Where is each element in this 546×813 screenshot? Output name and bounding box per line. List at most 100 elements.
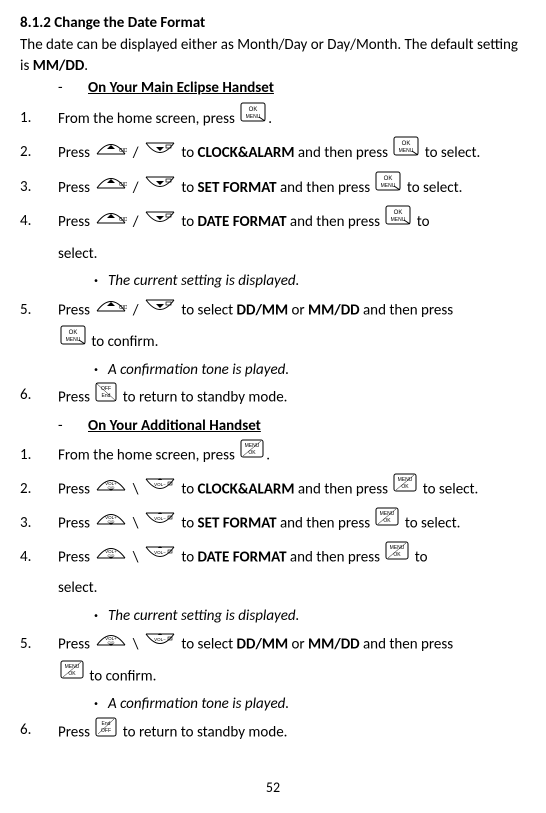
text: From the home screen, press	[58, 109, 238, 127]
menu-ok-icon: MENUOK	[393, 473, 417, 505]
vol-down-icon: VOL−	[144, 628, 176, 660]
svg-text:MENU: MENU	[66, 337, 81, 343]
note-current: The current setting is displayed.	[108, 605, 526, 628]
intro-text: The date can be displayed either as Mont…	[20, 36, 518, 75]
menu-ok-icon: MENUOK	[375, 507, 399, 539]
text: to	[178, 144, 198, 162]
ok-menu-icon: OKMENU	[385, 205, 411, 238]
note-confirm: A confirmation tone is played.	[108, 693, 526, 716]
text: and then press	[277, 514, 374, 532]
cid-up-icon: CID	[95, 171, 127, 203]
text: Press	[58, 636, 93, 654]
text: to return to standby mode.	[119, 389, 287, 407]
intro-period: .	[84, 57, 88, 75]
text: to	[413, 213, 429, 231]
text: to	[178, 178, 198, 196]
steps-additional-handset: From the home screen, press MENUOK. Pres…	[20, 440, 526, 747]
svg-text:OK: OK	[402, 141, 411, 147]
svg-text:MENU: MENU	[381, 183, 396, 189]
ok-menu-icon: OKMENU	[60, 325, 86, 358]
vol-down-icon: VOL−	[144, 507, 176, 539]
text: CLOCK&ALARM	[198, 480, 295, 498]
svg-text:OK: OK	[384, 518, 392, 524]
svg-text:VOL−: VOL−	[154, 482, 166, 487]
text: and then press	[287, 548, 384, 566]
text: and then press	[287, 213, 384, 231]
vol-up-icon: VOL+CID	[95, 541, 127, 573]
menu-ok-icon: MENUOK	[240, 439, 264, 471]
text: /	[129, 301, 142, 319]
text: to confirm.	[88, 333, 158, 351]
text: \	[129, 636, 142, 654]
note-current: The current setting is displayed.	[108, 270, 526, 293]
intro-paragraph: The date can be displayed either as Mont…	[20, 35, 526, 77]
step-1-main: From the home screen, press OKMENU.	[20, 103, 526, 136]
text: Press	[58, 389, 93, 407]
text: to select.	[419, 480, 478, 498]
vol-up-icon: VOL+CID	[95, 473, 127, 505]
text: /	[129, 213, 142, 231]
svg-text:End: End	[102, 393, 111, 399]
text: to return to standby mode.	[119, 723, 287, 741]
menu-ok-icon: MENUOK	[385, 541, 409, 573]
step-6-main: Press OFFEnd to return to standby mode.	[20, 383, 526, 413]
text: DD/MM	[237, 636, 289, 654]
svg-text:CID: CID	[119, 182, 127, 188]
text: and then press	[294, 480, 391, 498]
text: Press	[58, 301, 93, 319]
ok-menu-icon: OKMENU	[375, 171, 401, 204]
ok-menu-icon: OKMENU	[240, 102, 266, 135]
cid-down-icon	[144, 294, 176, 326]
svg-text:VOL−: VOL−	[154, 516, 166, 521]
vol-up-icon: VOL+CID	[95, 507, 127, 539]
step-3-add: Press VOL+CID \ VOL− to SET FORMAT and t…	[20, 508, 526, 540]
note-confirm: A confirmation tone is played.	[108, 359, 526, 382]
section-heading: 8.1.2 Change the Date Format	[20, 12, 526, 35]
svg-text:OK: OK	[69, 330, 78, 336]
svg-text:CID: CID	[119, 217, 127, 223]
period: .	[268, 109, 272, 127]
svg-text:CID: CID	[119, 148, 127, 154]
text: Press	[58, 144, 93, 162]
text: Press	[58, 514, 93, 532]
text: SET FORMAT	[198, 178, 277, 196]
step-4-main: Press CID / to DATE FORMAT and then pres…	[20, 206, 526, 293]
text: and then press	[277, 178, 374, 196]
svg-text:OFF: OFF	[101, 728, 111, 734]
svg-text:VOL−: VOL−	[154, 637, 166, 642]
text: to select.	[403, 178, 462, 196]
text: and then press	[360, 636, 453, 654]
text: \	[129, 480, 142, 498]
svg-text:OK: OK	[394, 552, 402, 558]
text: Press	[58, 548, 93, 566]
text: Press	[58, 213, 93, 231]
text: to	[178, 514, 198, 532]
text: /	[129, 144, 142, 162]
svg-text:MENU: MENU	[391, 217, 406, 223]
svg-text:OK: OK	[249, 450, 257, 456]
period: .	[266, 446, 270, 464]
intro-bold: MM/DD	[33, 57, 85, 75]
text: to	[178, 213, 198, 231]
svg-text:MENU: MENU	[246, 114, 261, 120]
text: /	[129, 178, 142, 196]
text: to select	[178, 301, 237, 319]
text: to select.	[421, 144, 480, 162]
text: or	[288, 636, 308, 654]
subheading-additional-handset: On Your Additional Handset	[88, 415, 526, 438]
text: MM/DD	[308, 636, 360, 654]
svg-text:OK: OK	[384, 176, 393, 182]
text: CLOCK&ALARM	[198, 144, 295, 162]
text: DD/MM	[237, 301, 289, 319]
step-5-add: Press VOL+CID \ VOL− to select DD/MM or …	[20, 629, 526, 715]
cid-down-icon	[144, 206, 176, 238]
text: SET FORMAT	[198, 514, 277, 532]
step-2-main: Press CID / to CLOCK&ALARM and then pres…	[20, 137, 526, 170]
text: Press	[58, 480, 93, 498]
subheading-main-handset: On Your Main Eclipse Handset	[88, 77, 526, 100]
svg-text:CID: CID	[119, 305, 127, 311]
text: \	[129, 514, 142, 532]
text: to select	[178, 636, 237, 654]
text: select.	[58, 579, 97, 597]
step-4-add: Press VOL+CID \ VOL− to DATE FORMAT and …	[20, 542, 526, 628]
